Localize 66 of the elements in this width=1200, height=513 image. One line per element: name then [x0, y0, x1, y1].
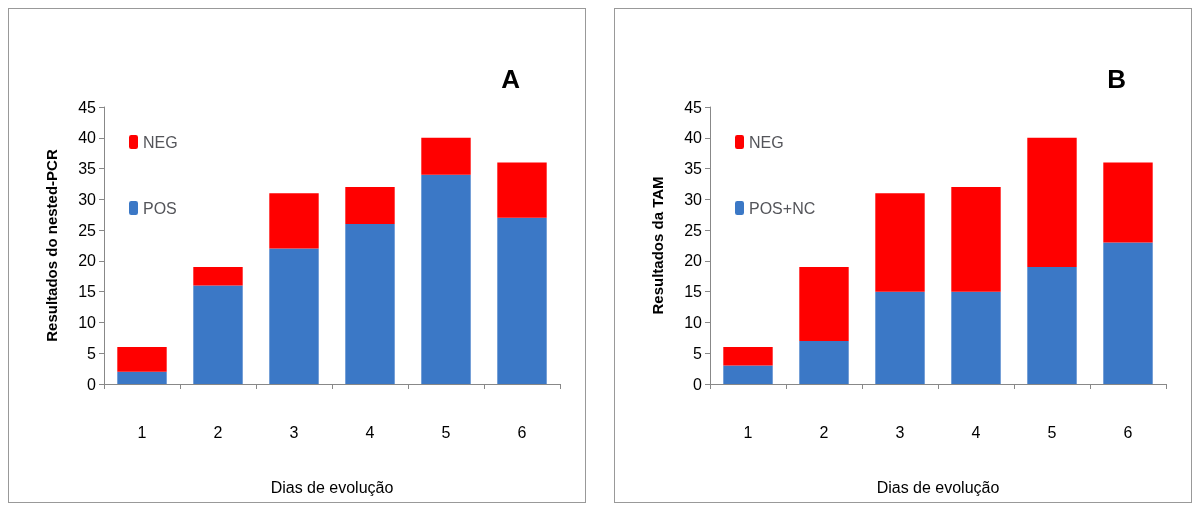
x-tick-label: 5: [1047, 423, 1057, 441]
y-tick-label: 0: [87, 375, 97, 393]
x-tick-label: 2: [213, 423, 223, 441]
legend-label: NEG: [143, 133, 178, 151]
bar: [193, 267, 243, 286]
legend-label: POS+NC: [749, 199, 816, 217]
bar: [193, 285, 243, 384]
y-axis-title: Resultados do nested-PCR: [43, 149, 60, 342]
y-tick-label: 40: [684, 129, 703, 147]
bar: [875, 291, 925, 384]
y-tick-label: 0: [693, 375, 703, 393]
bar: [117, 371, 167, 384]
bar: [799, 267, 849, 341]
bar: [1103, 242, 1153, 384]
x-axis-title: Dias de evolução: [270, 478, 394, 496]
y-tick-label: 30: [684, 190, 703, 208]
bar: [723, 347, 773, 366]
legend-label: POS: [143, 199, 177, 217]
y-tick-label: 25: [78, 221, 97, 239]
y-tick-label: 20: [684, 252, 703, 270]
y-tick-label: 45: [684, 98, 703, 116]
bar: [1027, 137, 1077, 268]
x-tick-label: 3: [289, 423, 299, 441]
x-tick-label: 4: [365, 423, 375, 441]
chart-title: A: [501, 64, 521, 94]
x-tick-label: 2: [819, 423, 829, 441]
x-tick-label: 5: [441, 423, 451, 441]
y-tick-label: 15: [78, 283, 97, 301]
bar: [421, 137, 471, 175]
bar: [345, 187, 395, 224]
bar: [951, 187, 1001, 292]
y-tick-label: 40: [78, 129, 97, 147]
y-tick-label: 5: [87, 344, 97, 362]
x-axis-title: Dias de evolução: [876, 478, 1000, 496]
bar: [497, 217, 547, 384]
y-tick-label: 35: [78, 160, 97, 178]
x-tick-label: 1: [743, 423, 753, 441]
bar: [1027, 267, 1077, 384]
x-tick-label: 6: [1123, 423, 1133, 441]
y-axis-title: Resultados da TAM: [649, 176, 666, 315]
y-tick-label: 15: [684, 283, 703, 301]
y-tick-label: 45: [78, 98, 97, 116]
bar: [269, 248, 319, 384]
bar: [269, 193, 319, 249]
bar: [799, 340, 849, 384]
y-tick-label: 5: [693, 344, 703, 362]
bar: [345, 223, 395, 384]
y-tick-label: 10: [78, 313, 97, 331]
bar: [723, 365, 773, 384]
bar: [497, 162, 547, 218]
chart-title: B: [1107, 64, 1126, 94]
bar: [951, 291, 1001, 384]
x-tick-label: 6: [517, 423, 527, 441]
y-tick-label: 35: [684, 160, 703, 178]
bar: [1103, 162, 1153, 243]
y-tick-label: 30: [78, 190, 97, 208]
y-tick-label: 25: [684, 221, 703, 239]
x-tick-label: 3: [895, 423, 905, 441]
bar: [875, 193, 925, 292]
x-tick-label: 4: [971, 423, 981, 441]
y-tick-label: 20: [78, 252, 97, 270]
legend-label: NEG: [749, 133, 784, 151]
x-tick-label: 1: [137, 423, 147, 441]
y-tick-label: 10: [684, 313, 703, 331]
bar: [421, 174, 471, 384]
bar: [117, 347, 167, 372]
